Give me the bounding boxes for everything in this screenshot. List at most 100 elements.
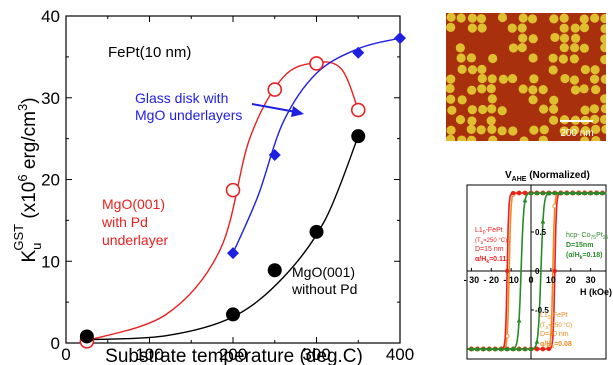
- glass-disk-arrowhead: [291, 106, 304, 117]
- afm-grain: [600, 34, 606, 44]
- afm-grain: [497, 126, 507, 136]
- red-label-line1: L10-FePt: [475, 227, 503, 236]
- afm-grain: [457, 95, 467, 105]
- afm-grain: [477, 64, 487, 75]
- afm-grain: [455, 43, 465, 53]
- loop-marker: [486, 346, 492, 351]
- loop-marker: [510, 190, 516, 196]
- afm-grain: [529, 74, 539, 84]
- afm-grain: [579, 14, 589, 24]
- afm-grain: [457, 135, 467, 141]
- afm-grain: [550, 32, 560, 43]
- hysteresis-title: VAHE (Normalized): [505, 170, 590, 183]
- afm-grain: [497, 13, 508, 23]
- loop-marker: [552, 268, 558, 274]
- orange-label-line4: α/Hk=0.08: [540, 341, 572, 350]
- loop-marker: [498, 346, 504, 351]
- hysteresis-ticks: [470, 231, 592, 311]
- loop-marker: [528, 346, 534, 351]
- y-tick-label: 40: [41, 7, 60, 26]
- afm-grain: [589, 104, 599, 114]
- hysteresis-loop-green: [467, 190, 607, 351]
- afm-grain: [446, 83, 455, 94]
- loop-marker: [546, 190, 552, 195]
- hysteresis-label-green: hcp- Co75Pt25 D=15nm (α/Hk=0.18): [566, 232, 608, 261]
- afm-grain: [518, 84, 528, 94]
- afm-grain: [580, 64, 591, 75]
- x-tick-label: 0: [61, 345, 70, 364]
- afm-grain: [519, 136, 529, 141]
- afm-grain: [569, 54, 579, 64]
- x-tick-label: 300: [302, 345, 330, 364]
- loop-marker: [540, 346, 546, 352]
- mgo-pd-label-line3: underlayer: [102, 232, 168, 248]
- afm-grain: [580, 105, 590, 115]
- afm-grain: [539, 125, 549, 135]
- afm-grain: [601, 124, 606, 134]
- y-tick-label: 10: [41, 252, 60, 271]
- afm-grain: [591, 84, 601, 95]
- loop-marker: [570, 190, 576, 195]
- afm-image: 200 nm: [446, 13, 606, 141]
- point-mgo-without-pd: [351, 129, 366, 144]
- afm-grain: [549, 95, 559, 105]
- afm-grain: [487, 74, 497, 84]
- glass-disk-arrow: [251, 103, 297, 113]
- hysteresis-y-tick-labels: 0.5 0 -0.5: [535, 228, 549, 315]
- afm-grain: [579, 43, 589, 53]
- fit-curve-mgo-with-pd: [86, 61, 359, 342]
- afm-grain: [549, 14, 559, 24]
- loop-marker: [600, 190, 605, 195]
- afm-grain: [558, 54, 568, 64]
- y-tick-label: 30: [41, 89, 60, 108]
- afm-grain: [508, 43, 519, 53]
- point-glass-disk: [268, 148, 281, 161]
- afm-grain: [477, 23, 487, 33]
- hysteresis-label-red: L10-FePt (Ts=250 °C) D=15 nm α/Hk=0.11: [475, 227, 507, 265]
- hysteresis-frame: [466, 184, 607, 360]
- afm-grain: [600, 74, 606, 84]
- fit-curve-glass-disk: [232, 37, 401, 254]
- afm-grain: [467, 65, 478, 75]
- main-data-markers: [79, 32, 406, 349]
- hysteresis-x-tick-label: 30: [586, 275, 596, 285]
- afm-grain: [559, 23, 569, 33]
- orange-label-line2: (Ts=250 °C): [540, 323, 572, 331]
- point-glass-disk: [227, 247, 239, 260]
- hysteresis-y-tick-label: 0.5: [535, 228, 547, 237]
- afm-grain: [467, 105, 477, 115]
- hysteresis-x-tick-label: - 20: [484, 275, 500, 285]
- red-label-line2: (Ts=250 °C): [475, 238, 507, 246]
- afm-grain: [476, 13, 487, 24]
- glass-disk-label-line2: MgO underlayers: [135, 107, 242, 123]
- afm-grain: [467, 13, 477, 23]
- hysteresis-loops: [467, 190, 607, 352]
- loop-marker: [469, 346, 474, 351]
- afm-grain: [549, 115, 559, 125]
- loop-marker: [546, 346, 552, 352]
- loop-marker: [516, 346, 522, 351]
- afm-grain: [518, 13, 528, 23]
- hysteresis-x-tick-label: 20: [566, 275, 576, 285]
- afm-grain: [600, 43, 606, 53]
- point-mgo-without-pd: [309, 224, 324, 239]
- afm-grain: [497, 106, 507, 116]
- mgo-pd-label-line2: with Pd: [101, 214, 148, 230]
- afm-grain: [528, 34, 538, 44]
- afm-scalebar-label: 200 nm: [560, 128, 593, 139]
- loop-marker: [492, 346, 498, 351]
- x-tick-label: 400: [386, 345, 414, 364]
- afm-grain: [528, 85, 538, 95]
- afm-grain: [600, 13, 606, 24]
- main-chart: 0 100 200 300 400 0 10 20 30 40 Substrate temper…: [11, 7, 414, 365]
- point-mgo-with-pd: [350, 102, 366, 118]
- afm-grain: [589, 74, 600, 84]
- main-fit-curves: [86, 37, 401, 342]
- y-tick-label: 20: [41, 171, 60, 190]
- loop-marker: [522, 190, 528, 196]
- loop-marker: [528, 190, 534, 196]
- point-mgo-with-pd: [309, 56, 324, 71]
- afm-grain: [559, 13, 569, 23]
- afm-grain: [447, 105, 457, 115]
- loop-marker: [516, 318, 522, 323]
